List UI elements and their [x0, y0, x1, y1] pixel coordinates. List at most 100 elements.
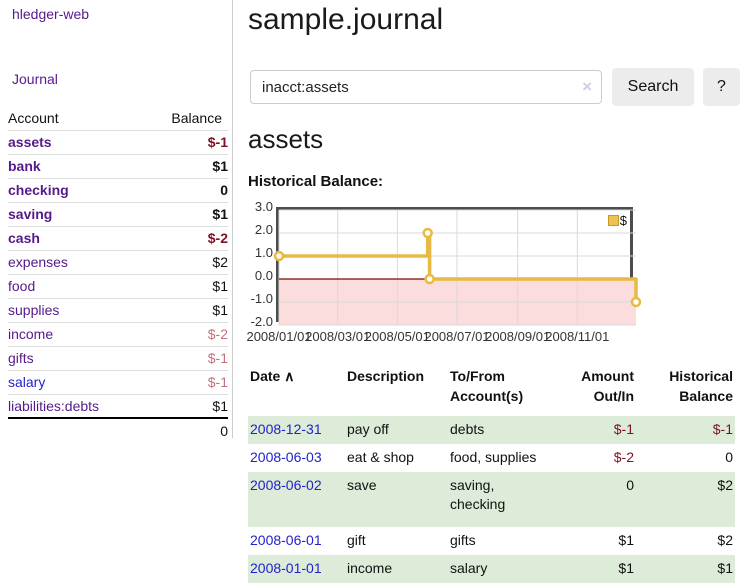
register-header-description: Description [347, 368, 425, 384]
transaction-amount: $-2 [613, 449, 634, 465]
accounts-table-header: Account Balance [8, 106, 228, 130]
y-axis-tick-label: 2.0 [254, 222, 273, 237]
account-link-expenses[interactable]: expenses [8, 254, 68, 270]
legend-label: $ [619, 212, 627, 228]
account-link-bank[interactable]: bank [8, 158, 41, 174]
register-row: 2008-01-01 income salary $1 $1 [248, 555, 735, 583]
accounts-total-row: 0 [8, 418, 228, 442]
account-row: gifts $-1 [8, 346, 228, 370]
account-link-saving[interactable]: saving [8, 206, 53, 222]
account-link-liabilities-debts[interactable]: liabilities:debts [8, 397, 100, 414]
main-content: sample.journal × Search ? assets Histori… [246, 0, 742, 583]
transaction-description: income [347, 560, 393, 576]
account-row: bank $1 [8, 154, 228, 178]
accounts-table: Account Balance assets $-1 bank $1 check… [8, 106, 228, 442]
transaction-description: eat & shop [347, 449, 414, 465]
account-balance: $2 [212, 254, 228, 270]
account-balance: $1 [212, 278, 228, 294]
transaction-amount: $1 [618, 560, 634, 576]
transaction-accounts: debts [450, 421, 485, 437]
transaction-date-link[interactable]: 2008-12-31 [250, 421, 322, 437]
x-axis-tick-label: 2008/11/01 [545, 329, 610, 344]
sidebar-divider [232, 0, 233, 438]
register-header-amount: Amount Out/In [581, 368, 634, 404]
register-header-balance: Historical Balance [669, 368, 733, 404]
transaction-accounts: food, supplies [450, 449, 537, 465]
account-link-checking[interactable]: checking [8, 182, 69, 198]
register-row: 2008-06-01 gift gifts $1 $2 [248, 527, 735, 555]
search-form: × Search ? [248, 68, 742, 106]
transaction-date-link[interactable]: 2008-01-01 [250, 560, 322, 576]
account-row: checking 0 [8, 178, 228, 202]
transaction-description: pay off [347, 421, 389, 437]
account-row: liabilities:debts $1 [8, 394, 228, 418]
account-link-income[interactable]: income [8, 326, 54, 342]
search-button[interactable]: Search [612, 68, 694, 106]
account-balance: $1 [212, 158, 228, 174]
x-axis-tick-label: 2008/05/01 [364, 329, 430, 344]
transaction-date-link[interactable]: 2008-06-01 [250, 532, 322, 548]
y-axis-tick-label: -1.0 [250, 291, 273, 306]
search-box: × [250, 70, 602, 104]
account-row: supplies $1 [8, 298, 228, 322]
transaction-balance: $1 [717, 560, 733, 576]
account-link-salary[interactable]: salary [8, 374, 46, 390]
y-axis-tick-label: 3.0 [254, 199, 273, 214]
brand-link[interactable]: hledger-web [12, 6, 90, 22]
x-axis-tick-label: 2008/09/01 [485, 329, 551, 344]
account-row: saving $1 [8, 202, 228, 226]
accounts-header-balance: Balance [171, 109, 222, 126]
accounts-total-balance: 0 [220, 422, 228, 439]
account-link-assets[interactable]: assets [8, 134, 52, 150]
sidebar-item-journal[interactable]: Journal [12, 71, 58, 87]
clear-search-icon[interactable]: × [582, 77, 592, 96]
y-axis-tick-label: 0.0 [254, 268, 273, 283]
account-link-supplies[interactable]: supplies [8, 302, 60, 318]
account-link-cash[interactable]: cash [8, 230, 40, 246]
sidebar: hledger-web Journal Account Balance asse… [0, 0, 232, 582]
chart-plot-area: $ [273, 207, 642, 326]
register-row: 2008-06-03 eat & shop food, supplies $-2… [248, 444, 735, 472]
transaction-balance: 0 [725, 449, 733, 465]
transaction-description: save [347, 477, 377, 493]
transaction-accounts: salary [450, 560, 488, 576]
transaction-balance: $-1 [712, 421, 733, 437]
register-header-accounts: To/From Account(s) [450, 368, 524, 404]
account-row: income $-2 [8, 322, 228, 346]
register-header-date[interactable]: Date ∧ [250, 368, 295, 384]
legend-swatch-icon [607, 214, 619, 226]
register-row: 2008-06-02 save saving, checking 0 $2 [248, 472, 735, 527]
transaction-accounts: gifts [450, 532, 476, 548]
transaction-date-link[interactable]: 2008-06-03 [250, 449, 322, 465]
account-balance: 0 [220, 182, 228, 198]
page-title: sample.journal [248, 3, 444, 36]
transaction-amount: $1 [618, 532, 634, 548]
account-row: expenses $2 [8, 250, 228, 274]
account-link-gifts[interactable]: gifts [8, 350, 34, 366]
account-link-food[interactable]: food [8, 278, 36, 294]
account-heading: assets [248, 124, 324, 154]
x-axis-tick-label: 2008/03/01 [305, 329, 371, 344]
account-balance: $1 [212, 302, 228, 318]
chart-heading: Historical Balance: [248, 173, 384, 190]
chart-legend: $ [606, 212, 628, 228]
account-row: food $1 [8, 274, 228, 298]
transaction-date-link[interactable]: 2008-06-02 [250, 477, 322, 493]
account-balance: $-1 [207, 374, 228, 390]
transaction-amount: $-1 [613, 421, 634, 437]
accounts-header-account: Account [8, 109, 59, 126]
account-balance: $-1 [207, 134, 228, 150]
y-axis-tick-label: -2.0 [250, 314, 273, 329]
transaction-balance: $2 [717, 477, 733, 493]
sort-ascending-icon: ∧ [284, 368, 295, 384]
account-row: assets $-1 [8, 130, 228, 154]
x-axis-tick-label: 2008/01/01 [246, 329, 312, 344]
x-axis-tick-label: 2008/07/01 [424, 329, 490, 344]
historical-balance-chart: 3.0 2.0 1.0 0.0 -1.0 -2.0 $ 2008/01/01 2008/03… [246, 199, 742, 348]
transaction-amount: 0 [626, 477, 634, 493]
account-balance: $1 [212, 206, 228, 222]
help-button[interactable]: ? [703, 68, 740, 106]
account-balance: $-2 [207, 326, 228, 342]
account-row: salary $-1 [8, 370, 228, 394]
search-input[interactable] [251, 71, 601, 103]
